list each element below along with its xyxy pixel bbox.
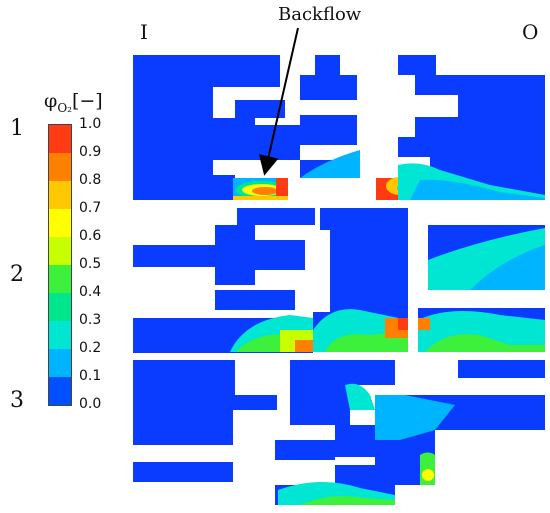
colorbar-tick-label: 1.0	[79, 116, 102, 132]
fluid-region	[133, 360, 210, 410]
colorbar-segment	[49, 181, 71, 209]
fluid-region	[215, 290, 295, 310]
fluid-region	[133, 55, 213, 200]
colorbar-symbol: φ	[44, 90, 58, 112]
fluid-region	[133, 245, 215, 267]
colorbar-tick-label: 0.3	[79, 312, 102, 328]
fluid-region	[435, 395, 545, 430]
colorbar-tick-label: 0.4	[79, 284, 102, 300]
inflow-hot-zone	[295, 340, 313, 352]
fluid-region	[210, 360, 235, 410]
fluid-region	[300, 75, 357, 100]
backflow-label: Backflow	[278, 4, 362, 25]
fluid-region	[213, 118, 255, 160]
concentration-contour	[300, 150, 360, 178]
fluid-region	[235, 100, 285, 118]
fluid-region	[330, 230, 408, 312]
fluid-region	[415, 75, 545, 95]
fluid-region	[133, 410, 233, 445]
fluid-region	[335, 465, 375, 485]
fluid-region	[290, 360, 395, 385]
fluid-region	[255, 240, 305, 270]
backflow-arrow	[258, 27, 299, 176]
concentration-contour	[300, 496, 395, 505]
inflow-hot-zone	[276, 178, 288, 200]
colorbar-segment	[49, 153, 71, 181]
colorbar-title: φO₂[−]	[44, 90, 103, 115]
concentration-contour	[410, 179, 545, 200]
colorbar-segment	[49, 321, 71, 349]
fluid-region	[215, 225, 255, 285]
fluid-region	[237, 208, 315, 225]
fluid-region	[290, 385, 350, 425]
fluid-region	[213, 175, 235, 200]
fluid-region	[415, 117, 545, 137]
inflow-hot-zone	[398, 318, 408, 330]
colorbar-segment	[49, 125, 71, 153]
fluid-region	[275, 440, 335, 460]
colorbar-tick-label: 0.1	[79, 368, 102, 384]
fluid-region	[255, 125, 300, 160]
fluid-region	[213, 55, 280, 87]
inlet-label: I	[140, 20, 148, 44]
colorbar-segment	[49, 349, 71, 377]
colorbar-segment	[49, 293, 71, 321]
colorbar-tick-label: 0.9	[79, 144, 102, 160]
colorbar-segment	[49, 237, 71, 265]
colorbar-segment	[49, 265, 71, 293]
fluid-region	[398, 55, 436, 75]
concentration-contour	[345, 383, 375, 410]
concentration-contour	[470, 245, 545, 290]
channel-row-1	[133, 55, 545, 200]
colorbar	[48, 124, 72, 406]
colorbar-segment	[49, 377, 71, 405]
inflow-hot-zone	[418, 318, 430, 330]
channel-row-3	[133, 360, 545, 505]
colorbar-tick-label: 0.2	[79, 340, 102, 356]
fluid-region	[315, 55, 340, 75]
fluid-region	[458, 95, 545, 117]
colorbar-subscript: O₂	[57, 100, 72, 115]
colorbar-tick-label: 0.8	[79, 172, 102, 188]
concentration-contour	[422, 469, 434, 481]
concentration-contour	[233, 196, 288, 200]
concentration-contour	[425, 334, 545, 352]
fluid-region	[398, 137, 545, 157]
fluid-region	[300, 115, 357, 145]
row-label-1: 1	[10, 116, 24, 141]
concentration-contour	[252, 187, 278, 195]
row-label-2: 2	[10, 262, 24, 287]
fluid-region	[235, 395, 277, 410]
fluid-region	[335, 425, 375, 457]
colorbar-tick-label: 0.0	[79, 396, 102, 412]
channel-row-2	[133, 208, 545, 353]
colorbar-tick-label: 0.6	[79, 228, 102, 244]
concentration-contour	[375, 395, 455, 440]
outlet-label: O	[522, 20, 539, 44]
fluid-region	[458, 360, 545, 378]
colorbar-segment	[49, 209, 71, 237]
fluid-region	[133, 462, 233, 482]
fluid-region	[430, 157, 545, 175]
fluid-region	[320, 208, 408, 230]
row-label-3: 3	[10, 388, 24, 413]
colorbar-tick-label: 0.5	[79, 256, 102, 272]
colorbar-unit: [−]	[71, 90, 103, 112]
colorbar-tick-label: 0.7	[79, 200, 102, 216]
